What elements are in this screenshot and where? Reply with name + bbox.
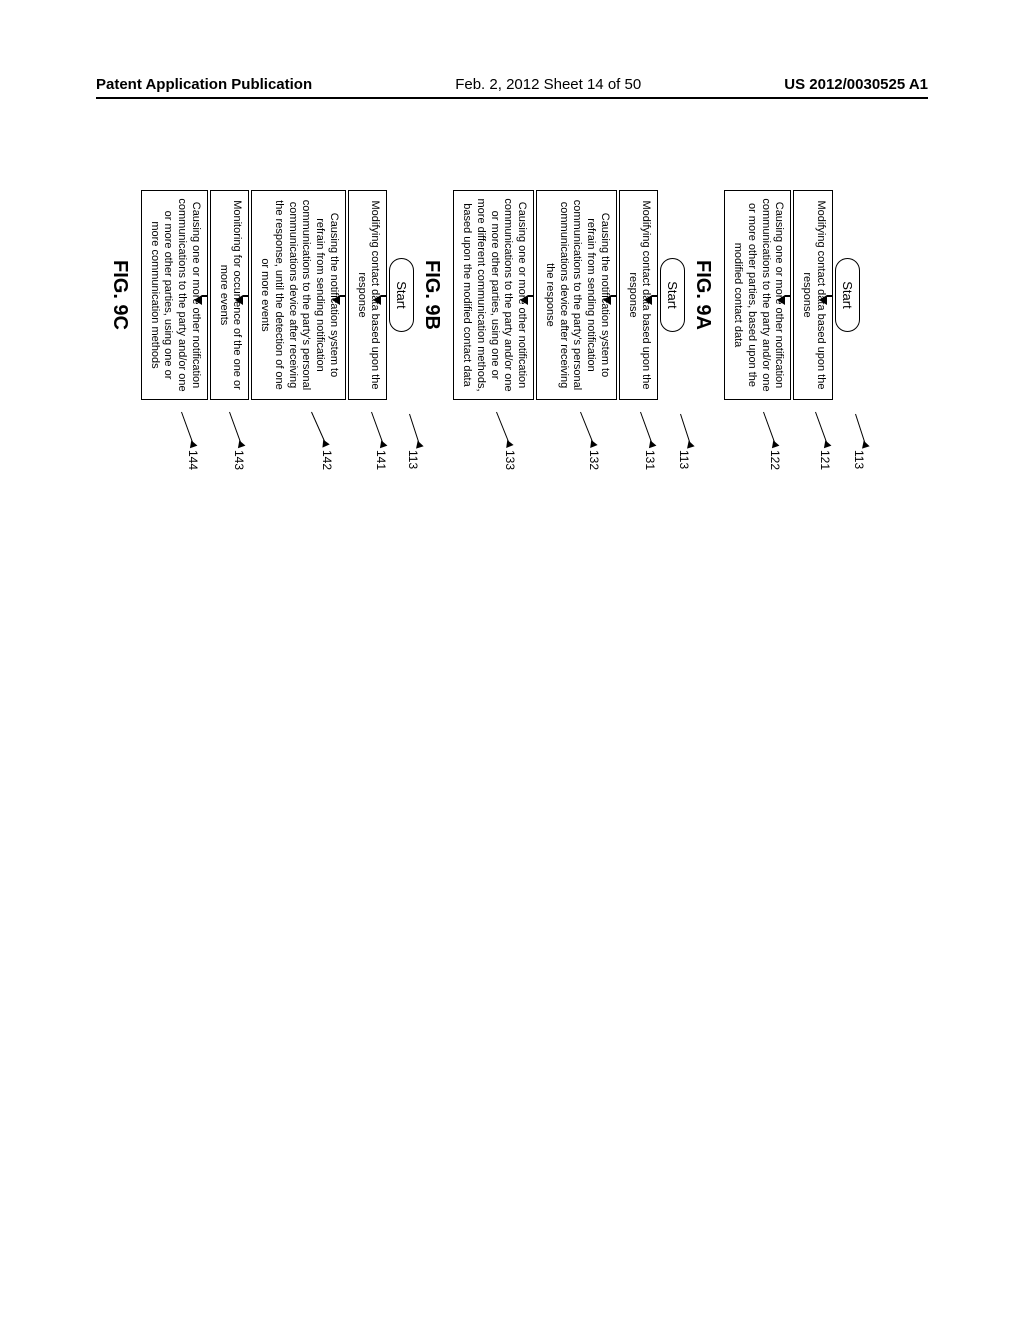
fig-label-9a: FIG. 9A (692, 260, 715, 330)
ref-container-9b: 113 131 132 133 (421, 410, 686, 1000)
step-text: Causing the notification system to refra… (259, 200, 340, 390)
start-box-9b: Start (661, 258, 686, 331)
leader-line-icon (497, 412, 511, 446)
ref-113-9b: 113 (678, 450, 692, 469)
leader-line-icon (763, 412, 776, 446)
start-label: Start (395, 281, 410, 308)
step-text: Causing one or more other notification c… (461, 198, 528, 391)
header-left: Patent Application Publication (96, 76, 312, 93)
leader-line-icon (855, 414, 866, 447)
page-header: Patent Application Publication Feb. 2, 2… (96, 76, 928, 99)
start-box-9a: Start (835, 258, 860, 331)
leader-line-icon (815, 412, 828, 446)
ref-132: 132 (588, 450, 602, 470)
header-center: Feb. 2, 2012 Sheet 14 of 50 (455, 76, 641, 93)
step-text: Causing the notification system to refra… (544, 200, 611, 390)
flowchart-9c-body: Start Modifying contact data based upon … (108, 180, 415, 410)
ref-121: 121 (818, 450, 832, 470)
flowchart-9a-body: Start Modifying contact data based upon … (692, 180, 861, 410)
ref-133: 133 (504, 450, 518, 470)
ref-142: 142 (321, 450, 335, 470)
leader-line-icon (581, 412, 595, 446)
leader-line-icon (681, 414, 692, 447)
leader-line-icon (372, 412, 385, 446)
ref-144: 144 (187, 450, 201, 470)
header-right: US 2012/0030525 A1 (784, 76, 928, 93)
leader-line-icon (410, 414, 421, 447)
flowchart-9c: Start Modifying contact data based upon … (115, 180, 415, 1000)
ref-131: 131 (644, 450, 658, 470)
flowchart-9b: Start Modifying contact data based upon … (421, 180, 686, 1000)
ref-container-9a: 113 121 122 (692, 410, 861, 1000)
ref-113-9c: 113 (407, 450, 421, 469)
start-box-9c: Start (390, 258, 415, 331)
fig-label-9b: FIG. 9B (421, 260, 444, 330)
flowchart-9b-body: Start Modifying contact data based upon … (421, 180, 686, 410)
leader-line-icon (182, 412, 195, 446)
ref-122: 122 (768, 450, 782, 470)
start-label: Start (840, 281, 855, 308)
leader-line-icon (230, 412, 243, 446)
diagram-area: Start Modifying contact data based upon … (90, 230, 910, 950)
leader-line-icon (641, 412, 654, 446)
diagram-canvas: Start Modifying contact data based upon … (140, 180, 860, 1000)
ref-143: 143 (233, 450, 247, 470)
ref-container-9c: 113 141 142 143 144 (115, 410, 415, 1000)
page: Patent Application Publication Feb. 2, 2… (0, 0, 1024, 1320)
ref-141: 141 (375, 450, 389, 470)
start-label: Start (666, 281, 681, 308)
ref-113-9a: 113 (852, 450, 866, 469)
leader-line-icon (312, 412, 328, 445)
flowchart-9a: Start Modifying contact data based upon … (692, 180, 861, 1000)
fig-label-9c: FIG. 9C (108, 260, 131, 330)
